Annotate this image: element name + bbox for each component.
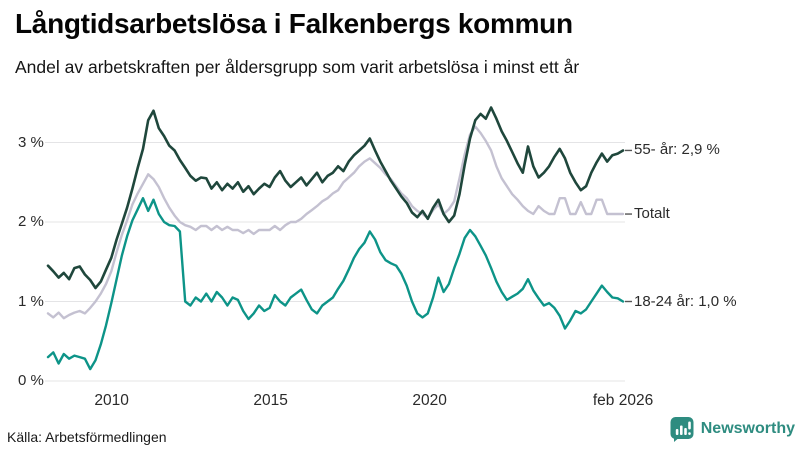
- series-end-label-18-24-ar: 18-24 år: 1,0 %: [634, 292, 737, 310]
- x-axis-label: feb 2026: [592, 392, 654, 409]
- y-axis-label: 1 %: [18, 292, 44, 310]
- series-line-55-ar: [46, 106, 625, 290]
- x-axis-label: 2015: [253, 392, 288, 409]
- series-line-18-24-ar: [46, 196, 625, 371]
- y-axis-label: 0 %: [18, 372, 44, 389]
- chart-title: Långtidsarbetslösa i Falkenbergs kommun: [15, 8, 573, 39]
- source-note: Källa: Arbetsförmedlingen: [7, 429, 167, 445]
- newsworthy-logo: Newsworthy: [670, 416, 795, 442]
- newsworthy-wordmark: Newsworthy: [700, 420, 795, 437]
- series-end-label-55-ar: 55- år: 2,9 %: [634, 141, 720, 159]
- series-line-totalt: [46, 125, 625, 320]
- series-end-label-totalt: Totalt: [634, 205, 670, 223]
- x-axis-label: 2010: [94, 392, 129, 409]
- x-axis-label: 2020: [412, 392, 447, 409]
- newsworthy-icon: [670, 417, 694, 442]
- y-axis-label: 2 %: [18, 213, 44, 230]
- y-axis-label: 3 %: [18, 133, 44, 151]
- chart-subtitle: Andel av arbetskraften per åldersgrupp s…: [15, 57, 580, 77]
